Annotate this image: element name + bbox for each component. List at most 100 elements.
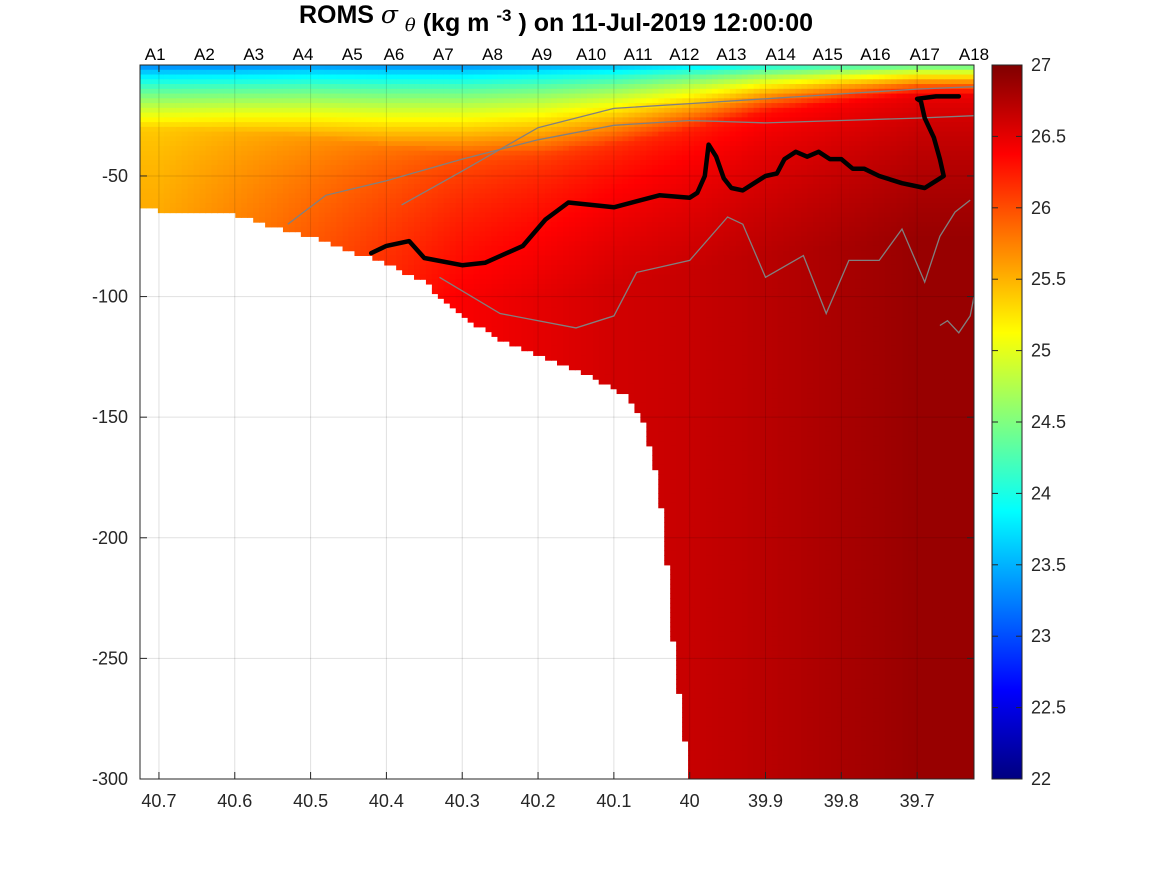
- density-cell: [336, 236, 344, 242]
- density-cell: [682, 631, 689, 637]
- density-cell: [533, 193, 540, 199]
- density-cell: [527, 169, 534, 176]
- density-cell: [688, 303, 695, 309]
- density-cell: [199, 79, 207, 85]
- density-cell: [390, 141, 397, 147]
- density-cell: [580, 236, 588, 242]
- density-cell: [610, 79, 618, 85]
- density-cell: [634, 364, 641, 371]
- density-cell: [580, 65, 588, 71]
- density-cell: [277, 203, 284, 209]
- density-cell: [580, 250, 588, 256]
- density-cell: [455, 98, 463, 104]
- density-cell: [408, 174, 415, 180]
- density-cell: [425, 212, 433, 218]
- density-cell: [688, 107, 695, 114]
- density-cell: [169, 65, 177, 71]
- density-cell: [461, 207, 469, 214]
- density-cell: [419, 98, 427, 104]
- density-cell: [491, 198, 499, 204]
- density-cell: [688, 498, 695, 504]
- density-cell: [312, 212, 320, 218]
- density-cell: [467, 188, 475, 195]
- density-cell: [437, 184, 445, 190]
- density-cell: [330, 98, 338, 104]
- density-cell: [688, 483, 695, 490]
- density-cell: [455, 179, 463, 185]
- density-cell: [670, 264, 677, 271]
- density-cell: [670, 341, 677, 347]
- density-cell: [342, 112, 350, 118]
- density-cell: [181, 198, 189, 204]
- density-cell: [664, 79, 671, 85]
- density-cell: [354, 226, 362, 233]
- density-cell: [658, 231, 665, 237]
- density-cell: [616, 188, 624, 195]
- density-cell: [378, 122, 385, 128]
- density-cell: [646, 283, 653, 290]
- density-cell: [670, 88, 677, 95]
- density-cell: [580, 117, 588, 123]
- density-cell: [247, 112, 254, 118]
- density-cell: [294, 93, 302, 99]
- density-cell: [682, 398, 689, 404]
- density-cell: [342, 226, 350, 233]
- density-cell: [676, 274, 683, 280]
- density-cell: [497, 293, 504, 299]
- density-cell: [646, 241, 653, 247]
- density-cell: [658, 264, 665, 271]
- density-cell: [282, 103, 290, 109]
- density-cell: [610, 250, 618, 256]
- density-cell: [562, 298, 570, 304]
- density-cell: [354, 103, 362, 109]
- density-cell: [568, 74, 576, 80]
- density-cell: [670, 65, 677, 71]
- density-cell: [425, 184, 433, 190]
- density-cell: [604, 117, 612, 123]
- density-cell: [616, 322, 624, 328]
- density-cell: [676, 593, 683, 599]
- density-cell: [509, 74, 516, 80]
- density-cell: [670, 212, 677, 218]
- density-cell: [610, 350, 618, 356]
- density-cell: [473, 307, 481, 314]
- density-cell: [437, 279, 445, 285]
- density-cell: [562, 198, 570, 204]
- density-cell: [557, 193, 564, 199]
- density-cell: [586, 255, 594, 261]
- density-cell: [288, 155, 296, 161]
- density-cell: [557, 160, 564, 166]
- density-cell: [396, 179, 403, 185]
- density-cell: [688, 326, 695, 333]
- density-cell: [533, 65, 540, 71]
- density-cell: [449, 93, 457, 99]
- density-cell: [676, 88, 683, 95]
- density-cell: [455, 141, 463, 147]
- density-cell: [402, 69, 409, 76]
- density-cell: [664, 526, 671, 533]
- density-cell: [491, 150, 499, 157]
- density-cell: [610, 241, 618, 247]
- density-cell: [622, 150, 630, 157]
- density-cell: [384, 260, 391, 266]
- density-cell: [568, 88, 576, 95]
- density-cell: [515, 98, 522, 104]
- density-cell: [503, 222, 510, 228]
- density-cell: [515, 279, 522, 285]
- density-cell: [288, 184, 296, 190]
- density-cell: [414, 226, 421, 233]
- density-cell: [676, 683, 683, 690]
- density-cell: [390, 193, 397, 199]
- density-cell: [419, 231, 427, 237]
- density-cell: [217, 203, 224, 209]
- density-cell: [431, 160, 439, 166]
- density-cell: [199, 93, 207, 99]
- density-cell: [467, 245, 475, 252]
- density-cell: [694, 360, 701, 366]
- density-cell: [372, 103, 379, 109]
- density-cell: [336, 122, 344, 128]
- density-cell: [574, 193, 582, 199]
- density-cell: [640, 112, 647, 118]
- density-cell: [527, 193, 534, 199]
- density-cell: [604, 231, 612, 237]
